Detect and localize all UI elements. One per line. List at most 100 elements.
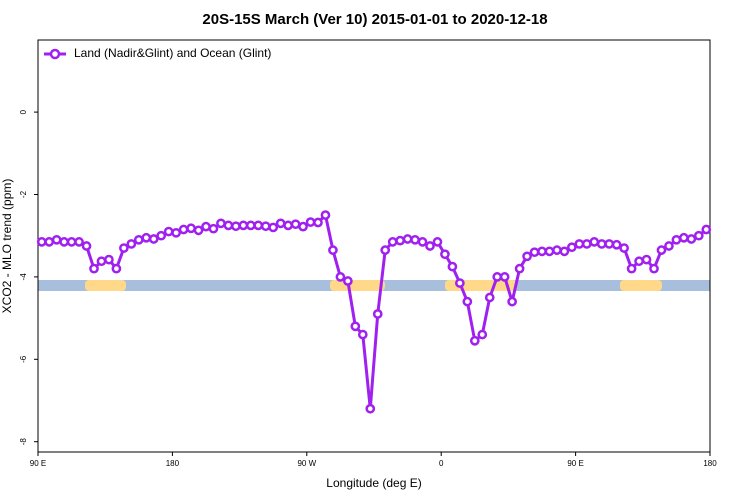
data-point [111, 263, 122, 274]
data-point [223, 220, 234, 231]
data-point [693, 230, 704, 241]
data-point [484, 292, 495, 303]
data-point [119, 243, 129, 253]
data-point [686, 234, 697, 244]
data-point [440, 249, 450, 260]
data-point [81, 241, 92, 251]
data-point [402, 234, 413, 244]
y-tick-label: -6 [19, 355, 28, 363]
data-point [410, 234, 420, 245]
data-point [156, 230, 167, 241]
y-axis-label: XCO2 - MLO trend (ppm) [0, 179, 14, 314]
data-point [283, 220, 293, 231]
data-point [514, 263, 525, 274]
x-tick-label: 180 [166, 459, 180, 468]
data-point [372, 309, 383, 319]
data-point [425, 241, 435, 251]
data-point [477, 329, 488, 340]
data-point [298, 221, 308, 232]
x-tick-label: 90 E [30, 459, 46, 468]
data-point [596, 239, 607, 249]
y-tick-label: 0 [19, 109, 28, 114]
x-tick-label: 180 [703, 459, 717, 468]
data-point [328, 245, 338, 255]
data-point [350, 321, 361, 332]
legend-label: Land (Nadir&Glint) and Ocean (Glint) [74, 46, 271, 60]
land-band [330, 280, 385, 291]
data-point [417, 237, 428, 247]
data-point [59, 237, 69, 247]
data-point [343, 276, 353, 286]
data-point [357, 329, 368, 340]
data-point [208, 223, 219, 234]
data-point [51, 234, 62, 245]
data-point [656, 245, 667, 255]
data-point [522, 251, 532, 262]
data-point [365, 403, 376, 414]
data-point [544, 246, 555, 257]
data-point [604, 239, 615, 249]
data-point [201, 221, 211, 232]
data-point [664, 241, 674, 251]
data-point [231, 221, 241, 232]
data-point [499, 272, 510, 282]
data-point [126, 239, 137, 249]
data-point [559, 246, 570, 257]
data-point [462, 296, 473, 307]
data-point [447, 261, 458, 272]
data-point [626, 263, 637, 274]
y-tick-label: -4 [19, 273, 28, 281]
data-point [701, 224, 712, 235]
data-point [290, 219, 301, 230]
data-point [387, 237, 398, 247]
data-point [649, 263, 659, 274]
data-point [395, 235, 405, 246]
data-point [679, 232, 689, 243]
data-point [574, 239, 585, 249]
data-point [611, 239, 622, 250]
data-point [507, 296, 517, 307]
data-point [671, 234, 682, 245]
data-point [260, 221, 271, 232]
y-tick-label: -2 [19, 190, 28, 198]
data-point [537, 246, 547, 257]
x-tick-label: 90 W [297, 459, 316, 468]
data-point [96, 256, 107, 267]
data-point [193, 225, 204, 236]
data-point [141, 232, 152, 243]
data-point [268, 222, 279, 233]
legend-marker [49, 48, 61, 60]
data-point [305, 217, 316, 227]
data-point [163, 226, 174, 237]
plot-border [37, 39, 711, 453]
data-point [469, 335, 480, 346]
land-band [620, 280, 662, 291]
data-point [634, 256, 644, 267]
data-point [619, 243, 629, 253]
x-tick-label: 0 [439, 459, 444, 468]
data-point [641, 254, 652, 265]
data-point [380, 245, 391, 255]
data-point [74, 237, 84, 247]
data-point [245, 220, 256, 231]
land-ocean-band [38, 280, 710, 291]
y-tick-label: -8 [19, 438, 28, 446]
data-point [335, 272, 346, 282]
data-point [148, 234, 159, 244]
data-point [492, 272, 503, 282]
data-point [529, 247, 540, 258]
x-tick-label: 90 E [567, 459, 583, 468]
data-point [581, 239, 592, 249]
data-point [178, 224, 189, 235]
land-band [85, 280, 126, 291]
data-point [44, 237, 55, 247]
data-point [552, 245, 562, 255]
data-point [313, 217, 323, 228]
data-point [567, 242, 577, 253]
data-point [133, 234, 144, 245]
x-axis-label: Longitude (deg E) [326, 476, 421, 490]
data-point [66, 237, 77, 247]
data-point [253, 220, 264, 231]
